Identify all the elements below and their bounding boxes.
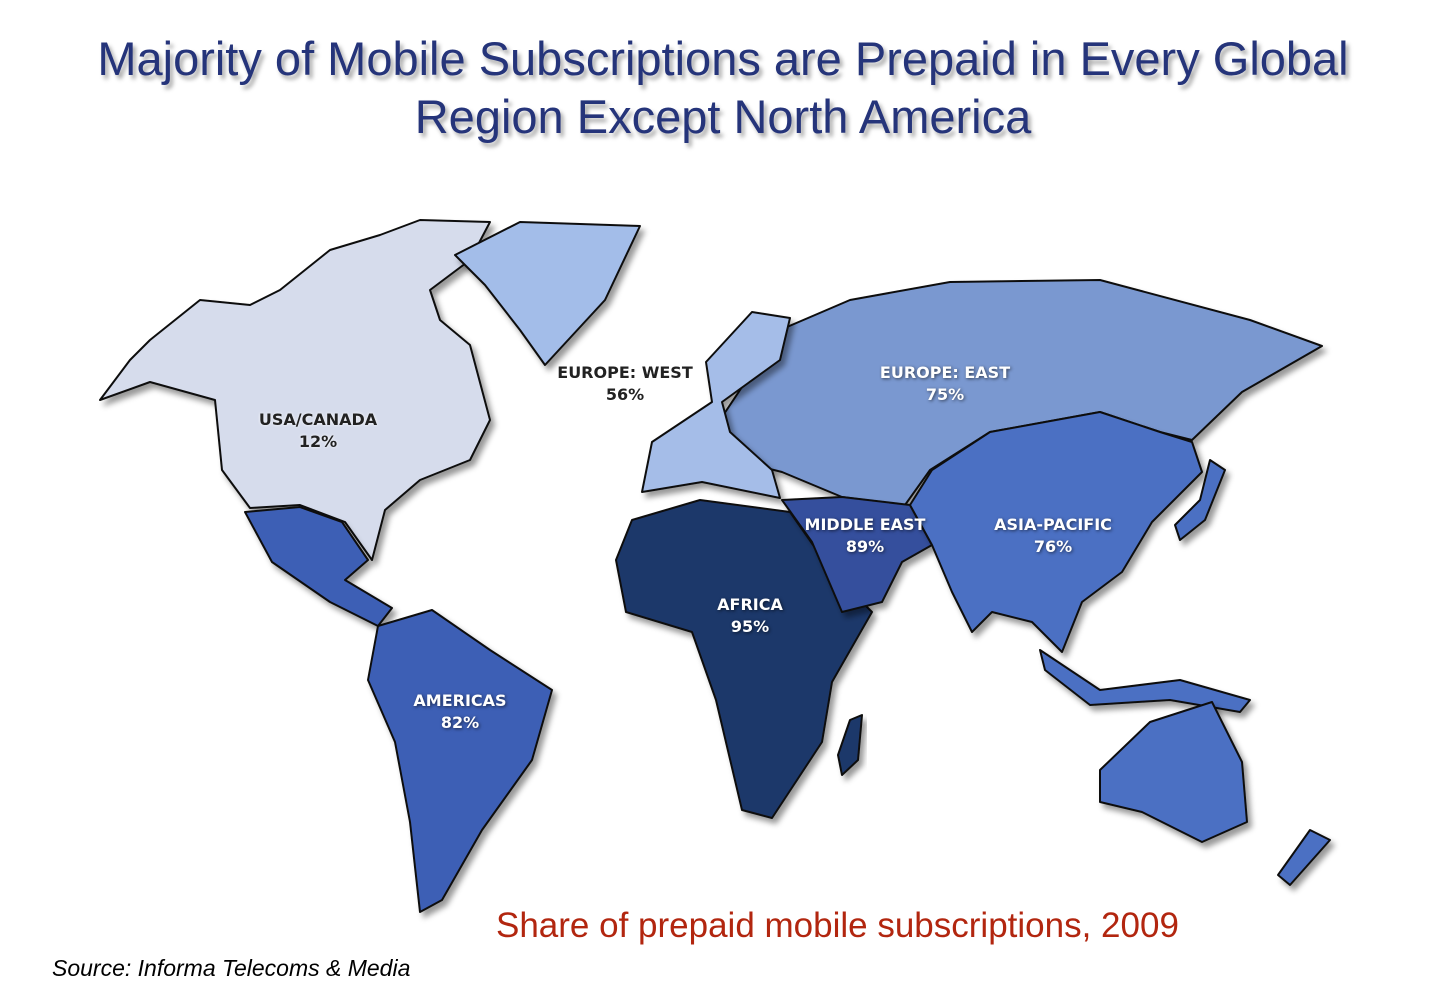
region-europe-west: [641, 311, 791, 499]
region-asia-pacific-australia: [1099, 701, 1248, 843]
label-africa: AFRICA 95%: [717, 595, 783, 636]
region-usa-canada: [99, 219, 491, 561]
map-subtitle: Share of prepaid mobile subscriptions, 2…: [496, 906, 1179, 945]
slide-title: Majority of Mobile Subscriptions are Pre…: [0, 30, 1446, 146]
label-europe-east: EUROPE: EAST 75%: [879, 363, 1011, 404]
region-americas-central: [244, 506, 393, 627]
label-usa-canada: USA/CANADA 12%: [258, 410, 378, 451]
region-asia-pacific: [909, 411, 1203, 653]
region-asia-pacific-indonesia: [1039, 649, 1251, 713]
label-europe-west: EUROPE: WEST 56%: [557, 363, 693, 404]
label-asia-pacific: ASIA-PACIFIC 76%: [994, 515, 1112, 556]
title-line-2: Region Except North America: [414, 90, 1032, 143]
region-asia-pacific-japan: [1174, 459, 1226, 541]
label-middle-east: MIDDLE EAST 89%: [804, 515, 926, 556]
label-americas: AMERICAS 82%: [413, 691, 507, 732]
title-line-1: Majority of Mobile Subscriptions are Pre…: [97, 32, 1349, 85]
region-africa-madagascar: [837, 714, 863, 776]
region-asia-pacific-new-zealand: [1277, 829, 1331, 886]
source-note: Source: Informa Telecoms & Media: [52, 955, 411, 981]
region-greenland: [454, 221, 641, 366]
region-americas-south: [367, 609, 553, 913]
region-middle-east: [781, 496, 933, 613]
